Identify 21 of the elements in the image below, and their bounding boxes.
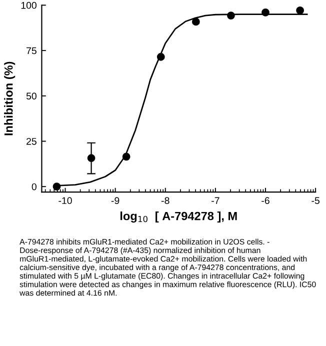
point [156,52,165,61]
x-tick-label: -6 [262,197,270,204]
y-tick-label: 100 [21,2,36,9]
x-tick-label: -10 [58,197,72,204]
point [296,6,304,14]
y-axis-title: Inhibition (%) [4,62,16,136]
point [227,12,235,20]
x-tick-label: -9 [111,197,120,204]
point [262,8,270,16]
y-tick-label: 75 [26,47,36,54]
point [52,182,61,191]
x-axis-title: log$_{10}$ [ A-794278 ], M [120,212,237,223]
x-tick-label: -8 [161,197,170,204]
y-tick-label: 0 [32,183,36,190]
point [122,152,130,161]
x-tick-label: -5 [312,197,320,204]
point [192,18,200,26]
y-tick-label: 25 [26,138,36,145]
point [87,154,96,162]
x-tick-label: -7 [212,197,220,204]
y-tick-label: 50 [26,92,36,100]
